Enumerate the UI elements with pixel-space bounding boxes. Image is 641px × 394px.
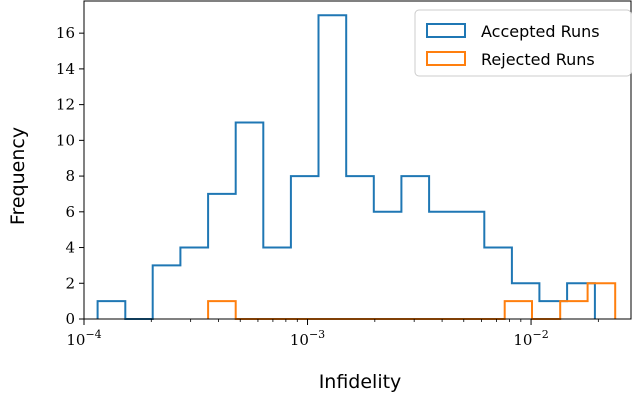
histogram-series-accepted-runs [96,14,596,320]
legend-label-accepted: Accepted Runs [481,22,600,41]
x-tick-label: 10−4 [66,328,101,349]
plot-frame [83,0,632,320]
x-axis-title: Infidelity [319,371,402,393]
y-axis-title: Frequency [7,127,29,225]
y-tick-label: 10 [56,131,75,149]
y-tick-label: 8 [65,167,75,185]
y-tick-label: 4 [65,239,75,257]
legend-box [414,9,632,77]
y-tick-label: 12 [56,96,75,114]
x-tick-label: 10−3 [290,328,325,349]
y-tick-label: 0 [65,310,75,328]
y-tick-label: 16 [56,24,75,42]
x-tick-label: 10−2 [513,328,548,349]
legend-label-rejected: Rejected Runs [481,50,595,69]
legend-swatch-rejected [426,51,466,66]
legend: Accepted Runs Rejected Runs [414,9,632,77]
legend-swatch-accepted [426,23,466,38]
y-tick-label: 6 [65,203,75,221]
y-tick-label: 14 [56,60,75,78]
y-tick-label: 2 [65,274,75,292]
